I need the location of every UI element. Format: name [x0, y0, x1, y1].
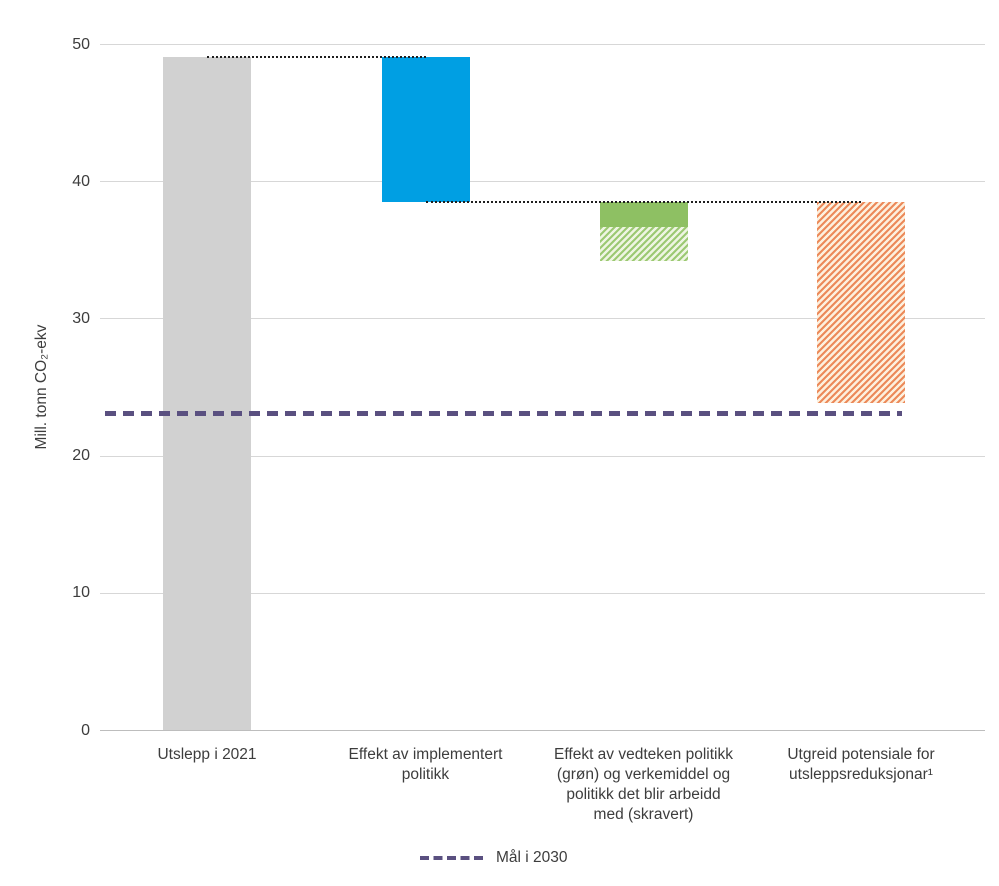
gridline-50: [100, 44, 985, 45]
gridline-40: [100, 181, 985, 183]
bar-effekt-av-vedteken-politikk--seg0: [599, 202, 688, 227]
connector-line-0: [207, 55, 426, 58]
y-tick-label-10: 10: [72, 584, 90, 602]
y-tick-label-0: 0: [81, 721, 90, 739]
y-tick-label-50: 50: [72, 35, 90, 53]
category-label-utgreid-potensiale-for-utsle: Utgreid potensiale for utsleppsreduksjon…: [787, 746, 935, 784]
y-tick-label-40: 40: [72, 172, 90, 190]
gridline-20: [100, 455, 985, 457]
category-label-effekt-av-implementert-polit: Effekt av implementert politikk: [348, 746, 503, 784]
target-line: [105, 411, 902, 417]
target-line-legend-swatch: [420, 855, 485, 861]
legend: Mål i 2030: [420, 849, 568, 867]
connector-line-1: [425, 201, 861, 204]
gridline-30: [100, 318, 985, 320]
y-tick-label-30: 30: [72, 309, 90, 327]
gridline-0: [100, 730, 985, 731]
category-label-effekt-av-vedteken-politikk-: Effekt av vedteken politikk (grøn) og ve…: [554, 746, 733, 824]
bar-utgreid-potensiale-for-utsle: [817, 202, 905, 403]
gridline-10: [100, 592, 985, 594]
y-axis-title: Mill. tonn CO₂-ekv: [33, 324, 50, 450]
category-label-utslepp-i-2021: Utslepp i 2021: [157, 746, 257, 763]
bar-effekt-av-implementert-polit: [381, 56, 470, 203]
y-tick-label-20: 20: [72, 447, 90, 465]
bar-utslepp-i-2021: [163, 56, 251, 731]
bar-effekt-av-vedteken-politikk--seg1: [599, 226, 688, 262]
target-line-legend-label: Mål i 2030: [496, 849, 568, 866]
